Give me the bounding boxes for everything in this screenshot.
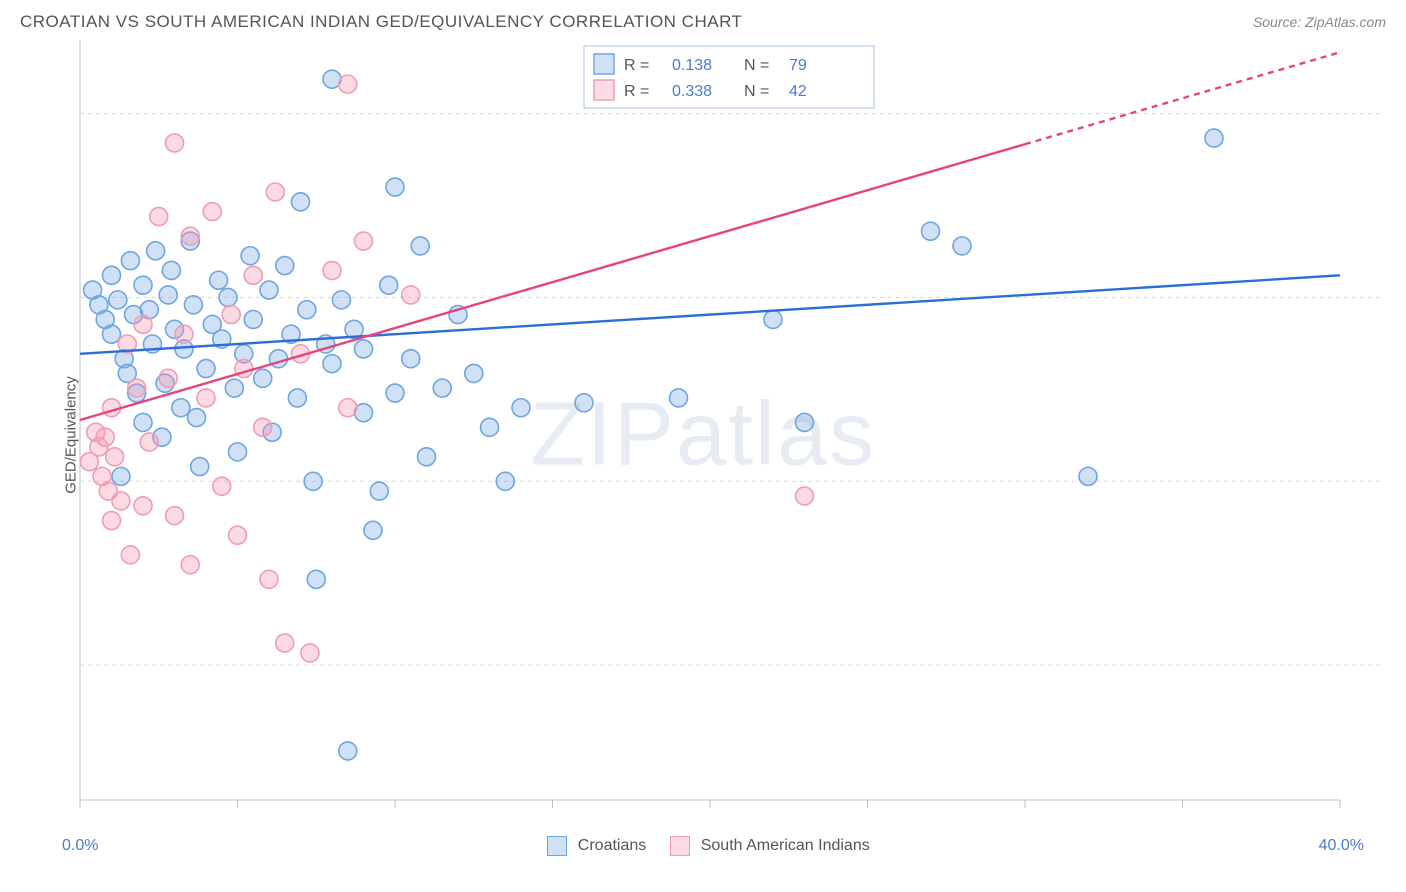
- chart-title: CROATIAN VS SOUTH AMERICAN INDIAN GED/EQ…: [20, 12, 742, 32]
- x-axis-min-label: 0.0%: [62, 837, 98, 855]
- y-axis-label: GED/Equivalency: [62, 376, 79, 494]
- legend-swatch-icon: [670, 836, 690, 856]
- bottom-legend: Croatians South American Indians: [547, 836, 869, 856]
- legend-item-croatians: Croatians: [547, 836, 646, 856]
- svg-text:N =: N =: [744, 83, 769, 100]
- legend-label: South American Indians: [701, 837, 870, 854]
- legend-label: Croatians: [578, 837, 646, 854]
- x-axis-max-label: 40.0%: [1319, 837, 1364, 855]
- correlation-scatter-chart: 77.5%85.0%92.5%100.0%R =0.138N =79R =0.3…: [20, 40, 1386, 830]
- svg-text:R =: R =: [624, 57, 649, 74]
- svg-text:42: 42: [789, 83, 807, 100]
- svg-text:R =: R =: [624, 83, 649, 100]
- source-credit: Source: ZipAtlas.com: [1253, 14, 1386, 30]
- svg-text:0.138: 0.138: [672, 57, 712, 74]
- svg-text:N =: N =: [744, 57, 769, 74]
- svg-text:79: 79: [789, 57, 807, 74]
- svg-text:0.338: 0.338: [672, 83, 712, 100]
- legend-item-sai: South American Indians: [670, 836, 869, 856]
- legend-swatch-icon: [547, 836, 567, 856]
